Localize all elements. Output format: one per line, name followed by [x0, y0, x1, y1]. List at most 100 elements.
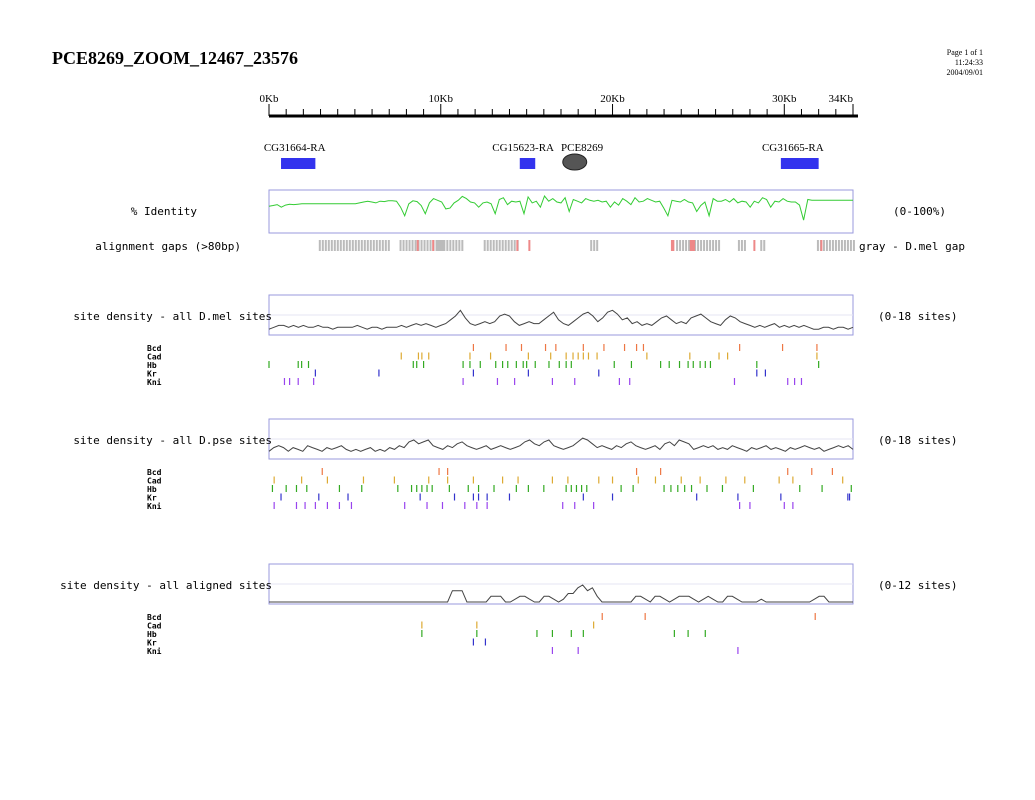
- gap-gray-mark: [828, 240, 831, 251]
- factor-label: Kni: [147, 501, 162, 511]
- density-line: [268, 437, 854, 452]
- gene-label: CG31665-RA: [762, 142, 824, 154]
- gap-gray-mark: [360, 240, 363, 251]
- gap-gray-mark: [336, 240, 339, 251]
- factor-label: Cad: [147, 622, 162, 631]
- gap-gray-mark: [446, 240, 449, 251]
- gap-gray-mark: [440, 240, 443, 251]
- gap-gray-mark: [363, 240, 366, 251]
- gap-red-mark: [753, 240, 756, 251]
- gap-gray-mark: [596, 240, 599, 251]
- gap-gray-mark: [452, 240, 455, 251]
- gene-block: [780, 158, 819, 169]
- gaps-label: alignment gaps (>80bp): [95, 240, 241, 253]
- gap-gray-mark: [837, 240, 840, 251]
- gap-gray-mark: [486, 240, 489, 251]
- gap-gray-mark: [831, 240, 834, 251]
- gap-gray-mark: [709, 240, 712, 251]
- gap-gray-mark: [408, 240, 411, 251]
- factor-label: Bcd: [147, 344, 162, 353]
- gaps-legend: gray - D.mel gap: [859, 240, 965, 253]
- gap-gray-mark: [443, 240, 446, 251]
- identity-frame: [268, 189, 854, 234]
- gap-gray-mark: [840, 240, 843, 251]
- gap-gray-mark: [849, 240, 852, 251]
- gap-gray-mark: [483, 240, 486, 251]
- gap-gray-mark: [372, 240, 375, 251]
- gap-gray-mark: [715, 240, 718, 251]
- gap-gray-mark: [435, 240, 438, 251]
- factor-label: Bcd: [147, 468, 162, 477]
- gap-gray-mark: [489, 240, 492, 251]
- gap-gray-mark: [825, 240, 828, 251]
- gap-gray-mark: [822, 240, 825, 251]
- gap-gray-mark: [455, 240, 458, 251]
- gap-gray-mark: [834, 240, 837, 251]
- print-time: 11:24:33: [954, 58, 983, 67]
- gap-red-mark: [516, 240, 519, 251]
- factor-label: Kni: [147, 646, 162, 656]
- density-label: site density - all D.pse sites: [73, 434, 272, 447]
- gap-gray-mark: [458, 240, 461, 251]
- gap-gray-mark: [429, 240, 432, 251]
- ruler-label: 30Kb: [772, 93, 797, 105]
- gap-gray-mark: [590, 240, 593, 251]
- ruler-label: 20Kb: [600, 93, 625, 105]
- factor-label: Hb: [147, 630, 157, 639]
- gap-gray-mark: [357, 240, 360, 251]
- gene-block: [281, 158, 316, 169]
- gap-gray-mark: [437, 240, 440, 251]
- gap-gray-mark: [498, 240, 501, 251]
- density-line: [268, 309, 854, 330]
- feature-label: PCE8269: [561, 142, 604, 154]
- factor-label: Kr: [147, 639, 157, 648]
- density-range: (0-12 sites): [878, 579, 957, 592]
- gap-gray-mark: [414, 240, 417, 251]
- gap-gray-mark: [378, 240, 381, 251]
- gap-gray-mark: [321, 240, 324, 251]
- gap-gray-mark: [763, 240, 766, 251]
- factor-label: Kr: [147, 370, 157, 379]
- gap-gray-mark: [740, 240, 743, 251]
- gap-gray-mark: [423, 240, 426, 251]
- gap-gray-mark: [694, 240, 697, 251]
- density-label: site density - all aligned sites: [60, 579, 272, 592]
- factor-label: Cad: [147, 477, 162, 486]
- gap-red-mark: [670, 240, 675, 251]
- gap-gray-mark: [449, 240, 452, 251]
- gene-label: CG31664-RA: [264, 142, 326, 154]
- gap-gray-mark: [426, 240, 429, 251]
- identity-range: (0-100%): [893, 205, 946, 218]
- gap-gray-mark: [387, 240, 390, 251]
- gap-gray-mark: [375, 240, 378, 251]
- gap-gray-mark: [405, 240, 408, 251]
- ruler-label: 34Kb: [829, 93, 854, 105]
- gap-gray-mark: [679, 240, 682, 251]
- gap-red-mark: [689, 240, 695, 251]
- gap-gray-mark: [339, 240, 342, 251]
- ruler-label: 0Kb: [260, 93, 279, 105]
- gene-label: CG15623-RA: [492, 142, 554, 154]
- gap-gray-mark: [333, 240, 336, 251]
- gap-gray-mark: [737, 240, 740, 251]
- gap-gray-mark: [712, 240, 715, 251]
- gap-gray-mark: [327, 240, 330, 251]
- gap-gray-mark: [411, 240, 414, 251]
- gap-gray-mark: [507, 240, 510, 251]
- gap-gray-mark: [816, 240, 819, 251]
- gap-red-mark: [528, 240, 531, 251]
- ruler-label: 10Kb: [429, 93, 454, 105]
- gap-gray-mark: [504, 240, 507, 251]
- gap-gray-mark: [510, 240, 513, 251]
- page-info: Page 1 of 1 11:24:33 2004/09/01: [947, 48, 983, 78]
- gap-red-mark: [820, 240, 823, 251]
- gap-gray-mark: [399, 240, 402, 251]
- gap-gray-mark: [682, 240, 685, 251]
- print-date: 2004/09/01: [946, 68, 983, 77]
- identity-line: [268, 194, 853, 221]
- gap-gray-mark: [330, 240, 333, 251]
- page-number: Page 1 of 1: [946, 48, 983, 57]
- gap-gray-mark: [685, 240, 688, 251]
- gap-gray-mark: [420, 240, 423, 251]
